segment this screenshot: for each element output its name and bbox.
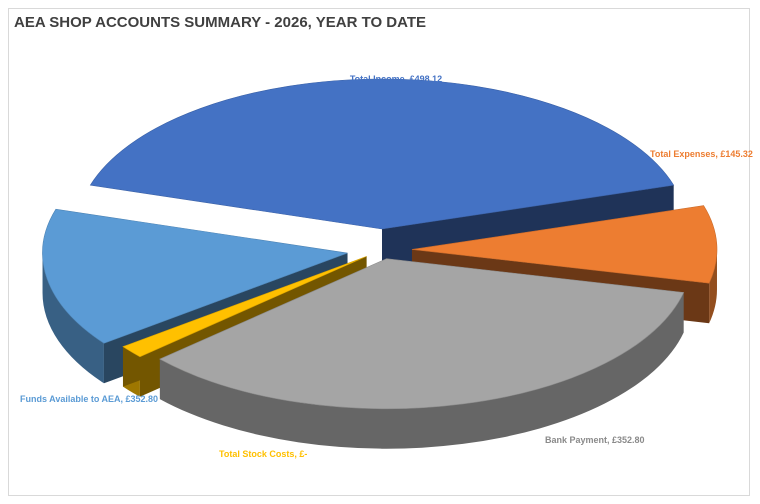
data-label-total-income: Total Income, £498.12 (350, 74, 442, 84)
slice-total-stock-costs (122, 256, 367, 358)
chart-title: AEA SHOP ACCOUNTS SUMMARY - 2026, YEAR T… (14, 14, 427, 31)
data-label-bank-payment: Bank Payment, £352.80 (545, 435, 645, 445)
slice-total-income (89, 78, 675, 230)
slice-total-expenses (411, 205, 718, 284)
slice-side-bank-payment (159, 292, 684, 449)
slice-bank-payment (159, 258, 685, 409)
slice-side-funds-available-to-aea (42, 253, 104, 384)
data-label-funds-available-to-aea: Funds Available to AEA, £352.80 (20, 394, 158, 404)
data-label-total-expenses: Total Expenses, £145.32 (650, 149, 753, 159)
data-label-total-stock-costs: Total Stock Costs, £- (219, 449, 307, 459)
slice-funds-available-to-aea (42, 208, 348, 344)
